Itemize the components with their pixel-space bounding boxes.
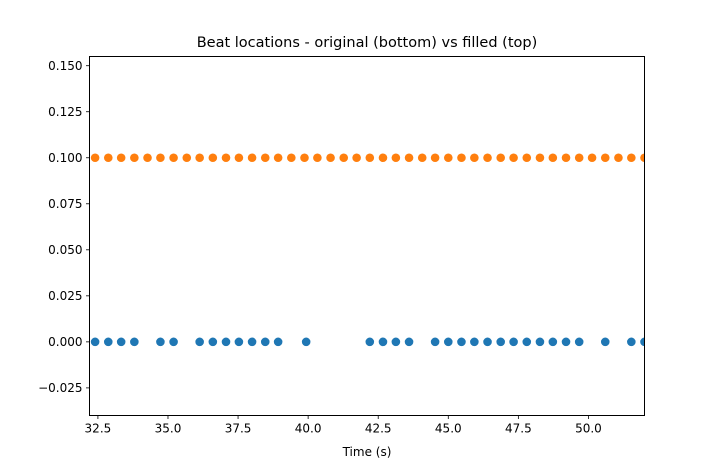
series-0-point	[195, 337, 204, 347]
series-1-point	[182, 153, 192, 163]
y-tick-label: 0.150	[48, 59, 82, 73]
series-0-point	[535, 337, 545, 347]
series-1-point	[614, 153, 623, 163]
series-0-point	[457, 337, 466, 347]
points-layer	[90, 153, 645, 347]
series-0-point	[496, 337, 506, 347]
series-1-point	[260, 153, 270, 163]
x-tick-label: 35.0	[155, 422, 182, 436]
series-1-point	[156, 153, 165, 163]
y-tick-label: −0.025	[38, 381, 82, 395]
x-tick-label: 37.5	[225, 422, 252, 436]
series-1-point	[273, 153, 283, 163]
series-0-point	[640, 337, 645, 347]
series-0-point	[116, 337, 126, 347]
y-tick-label: 0.025	[48, 289, 82, 303]
series-1-point	[313, 153, 322, 163]
y-tick-label: 0.100	[48, 151, 82, 165]
series-1-point	[391, 153, 401, 163]
series-0-point	[404, 337, 414, 347]
series-0-point	[273, 337, 283, 347]
series-0-point	[483, 337, 492, 347]
x-tick-label: 42.5	[365, 422, 392, 436]
y-tick-label: 0.075	[48, 197, 82, 211]
series-1-point	[457, 153, 466, 163]
series-0-point	[627, 337, 636, 347]
series-1-point	[509, 153, 518, 163]
series-0-point	[103, 337, 113, 347]
series-1-point	[522, 153, 532, 163]
series-1-point	[548, 153, 558, 163]
series-0-point	[430, 337, 440, 347]
series-0-point	[260, 337, 270, 347]
series-0-point	[574, 337, 584, 347]
series-1-point	[404, 153, 414, 163]
x-tick-label: 32.5	[85, 422, 112, 436]
x-axis-label: Time (s)	[342, 445, 392, 459]
series-1-point	[574, 153, 584, 163]
series-0-point	[90, 337, 100, 347]
series-0-point	[548, 337, 558, 347]
x-tick-label: 45.0	[435, 422, 462, 436]
series-0-point	[522, 337, 532, 347]
series-1-point	[116, 153, 126, 163]
series-1-point	[417, 153, 427, 163]
series-1-point	[640, 153, 645, 163]
series-1-point	[600, 153, 610, 163]
series-1-point	[470, 153, 479, 163]
series-0-point	[169, 337, 178, 347]
series-1-point	[561, 153, 571, 163]
plot-frame	[89, 56, 645, 416]
y-tick-label: 0.050	[48, 243, 82, 257]
series-1-point	[627, 153, 636, 163]
series-1-point	[443, 153, 453, 163]
series-1-point	[103, 153, 113, 163]
chart-title: Beat locations - original (bottom) vs fi…	[197, 35, 538, 51]
series-0-point	[234, 337, 244, 347]
series-0-point	[600, 337, 610, 347]
series-1-point	[300, 153, 309, 163]
series-1-point	[339, 153, 349, 163]
x-tick-label: 40.0	[295, 422, 322, 436]
series-1-point	[247, 153, 257, 163]
series-1-point	[483, 153, 492, 163]
series-1-point	[378, 153, 388, 163]
series-0-point	[247, 337, 257, 347]
series-0-point	[509, 337, 518, 347]
series-1-point	[234, 153, 244, 163]
series-0-point	[130, 337, 139, 347]
series-1-point	[287, 153, 296, 163]
ticks-layer: 32.5 35.0 37.5 40.0 42.5 45.0 47.5 50.0 −0.025 0.…	[38, 59, 602, 435]
series-0-point	[221, 337, 231, 347]
series-0-point	[378, 337, 388, 347]
series-1-point	[169, 153, 178, 163]
series-0-point	[156, 337, 165, 347]
series-1-point	[430, 153, 440, 163]
series-1-point	[326, 153, 335, 163]
y-tick-label: 0.125	[48, 105, 82, 119]
series-1-point	[221, 153, 231, 163]
series-0-point	[208, 337, 218, 347]
x-tick-label: 50.0	[575, 422, 602, 436]
series-1-point	[130, 153, 139, 163]
series-0-point	[561, 337, 571, 347]
y-tick-label: 0.000	[48, 335, 82, 349]
x-tick-label: 47.5	[505, 422, 532, 436]
series-1-point	[587, 153, 597, 163]
series-1-point	[365, 153, 375, 163]
series-0-point	[470, 337, 479, 347]
series-0-point	[301, 337, 311, 347]
series-1-point	[195, 153, 204, 163]
series-1-point	[535, 153, 545, 163]
series-1-point	[208, 153, 218, 163]
series-1-point	[90, 153, 100, 163]
series-1-point	[496, 153, 506, 163]
series-1-point	[352, 153, 361, 163]
series-0-point	[391, 337, 401, 347]
series-0-point	[365, 337, 375, 347]
series-1-point	[143, 153, 152, 163]
series-0-point	[443, 337, 453, 347]
